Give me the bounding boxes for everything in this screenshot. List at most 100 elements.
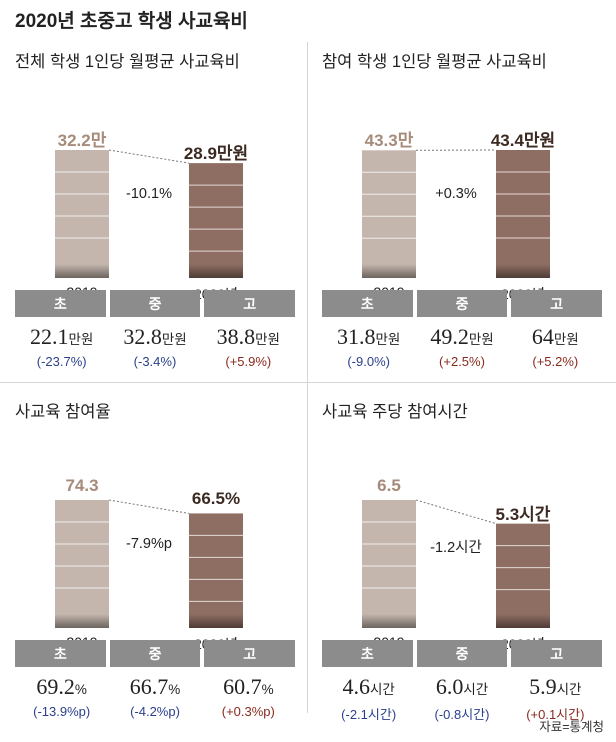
cell-middle: 66.7% (-4.2%p)	[108, 674, 201, 719]
bar-2019	[55, 500, 109, 628]
tab-high: 고	[204, 290, 296, 317]
trend-connector	[415, 499, 497, 525]
bar-shadow	[55, 614, 109, 628]
tab-elementary: 초	[15, 290, 106, 317]
chart-svg	[362, 499, 550, 628]
value: 69.2	[36, 674, 75, 699]
row-divider	[0, 382, 616, 383]
bar-2019	[55, 150, 109, 278]
unit: %	[261, 682, 274, 697]
bar-2020	[189, 163, 243, 278]
tab-high: 고	[511, 640, 603, 667]
tab-high: 고	[511, 290, 603, 317]
value: 60.7	[223, 674, 262, 699]
bar-shadow	[55, 264, 109, 278]
tab-middle: 중	[109, 640, 201, 667]
value: 4.6	[342, 674, 370, 699]
bar-shadow	[189, 614, 243, 628]
unit: 만원	[255, 332, 280, 347]
source-note: 자료=통계청	[539, 720, 604, 734]
change-label: -1.2시간	[430, 539, 482, 556]
value-label-2020: 28.9만원	[183, 144, 249, 164]
unit: 만원	[553, 332, 579, 347]
bar-shadow	[362, 614, 416, 628]
cell-high: 64만원 (+5.2%)	[509, 324, 602, 369]
tab-elementary: 초	[15, 640, 106, 667]
value-label-2019: 43.3만	[364, 131, 414, 151]
unit: 만원	[161, 332, 187, 347]
bar-2019	[362, 150, 416, 278]
change-label: +0.3%	[435, 185, 477, 202]
school-level-tabs: 초 중 고	[322, 290, 603, 317]
change: (-23.7%)	[36, 354, 87, 369]
value: 49.2	[430, 324, 469, 349]
panel-total-spending: 전체 학생 1인당 월평균 사교육비 32.2만201928.9만원2020년-…	[15, 48, 296, 378]
school-level-tabs: 초 중 고	[15, 640, 296, 667]
panel-title: 전체 학생 1인당 월평균 사교육비	[15, 53, 240, 71]
breakdown-values: 22.1만원 (-23.7%) 32.8만원 (-3.4%) 38.8만원 (+…	[15, 324, 295, 369]
tab-middle: 중	[416, 640, 508, 667]
unit: 시간	[369, 682, 395, 697]
value: 66.7	[129, 674, 169, 699]
change: (-3.4%)	[133, 354, 177, 369]
column-divider-bottom	[307, 383, 308, 713]
unit: 시간	[556, 682, 582, 697]
tab-elementary: 초	[322, 640, 413, 667]
cell-middle: 32.8만원 (-3.4%)	[108, 324, 201, 369]
change: (-9.0%)	[347, 354, 390, 369]
value: 6.0	[435, 674, 464, 699]
bar-2020	[189, 513, 243, 628]
change-label: -7.9%p	[126, 535, 172, 552]
bar-2020	[496, 150, 550, 278]
value: 32.8	[123, 324, 162, 349]
change: (-13.9%p)	[33, 704, 91, 719]
unit: %	[168, 682, 181, 697]
cell-middle: 6.0시간 (-0.8시간)	[415, 674, 508, 723]
change-label: -10.1%	[126, 185, 172, 202]
change: (+5.9%)	[225, 354, 272, 369]
value-label-2020: 43.4만원	[490, 131, 556, 150]
school-level-tabs: 초 중 고	[322, 640, 603, 667]
school-level-tabs: 초 중 고	[15, 290, 296, 317]
panel-title: 사교육 주당 참여시간	[322, 403, 468, 421]
cell-high: 60.7% (+0.3%p)	[202, 674, 295, 719]
bar-shadow	[189, 264, 243, 278]
unit: 만원	[68, 332, 94, 347]
trend-connector	[108, 149, 190, 164]
value-label-2020: 5.3시간	[495, 504, 551, 524]
cell-middle: 49.2만원 (+2.5%)	[415, 324, 508, 369]
bar-shadow	[496, 264, 550, 278]
value-label-2019: 32.2만	[57, 131, 107, 150]
value-label-2019: 6.5	[377, 476, 401, 495]
cell-elementary: 22.1만원 (-23.7%)	[15, 324, 108, 369]
panel-participant-spending: 참여 학생 1인당 월평균 사교육비 43.3만201943.4만원2020년+…	[322, 48, 603, 378]
bar-chart: 74.3201966.5%2020년-7.9%p	[15, 428, 295, 652]
change: (+0.3%p)	[221, 704, 275, 719]
bar-2019	[362, 500, 416, 628]
cell-high: 5.9시간 (+0.1시간)	[509, 674, 602, 723]
breakdown-values: 69.2% (-13.9%p) 66.7% (-4.2%p) 60.7% (+0…	[15, 674, 295, 719]
cell-elementary: 4.6시간 (-2.1시간)	[322, 674, 415, 723]
change: (+2.5%)	[439, 354, 485, 369]
bar-2020	[496, 523, 550, 628]
cell-elementary: 31.8만원 (-9.0%)	[322, 324, 415, 369]
value-label-2020: 66.5%	[191, 489, 241, 509]
panel-title: 사교육 참여율	[15, 403, 111, 421]
value: 64	[531, 324, 554, 349]
bar-chart: 6.520195.3시간2020년-1.2시간	[322, 428, 602, 652]
value: 31.8	[336, 324, 376, 349]
panel-participation-rate: 사교육 참여율 74.3201966.5%2020년-7.9%p 초 중 고 6…	[15, 398, 296, 728]
cell-high: 38.8만원 (+5.9%)	[202, 324, 295, 369]
tab-middle: 중	[416, 290, 508, 317]
cell-elementary: 69.2% (-13.9%p)	[15, 674, 108, 719]
breakdown-values: 4.6시간 (-2.1시간) 6.0시간 (-0.8시간) 5.9시간 (+0.…	[322, 674, 602, 723]
value: 38.8	[216, 324, 256, 349]
column-divider-top	[307, 42, 308, 382]
chart-svg	[55, 149, 243, 278]
infographic-title: 2020년 초중고 학생 사교육비	[15, 11, 248, 32]
breakdown-values: 31.8만원 (-9.0%) 49.2만원 (+2.5%) 64만원 (+5.2…	[322, 324, 602, 369]
panel-title: 참여 학생 1인당 월평균 사교육비	[322, 53, 547, 71]
tab-high: 고	[204, 640, 296, 667]
value: 5.9	[529, 674, 557, 699]
bar-chart: 32.2만201928.9만원2020년-10.1%	[15, 78, 295, 302]
